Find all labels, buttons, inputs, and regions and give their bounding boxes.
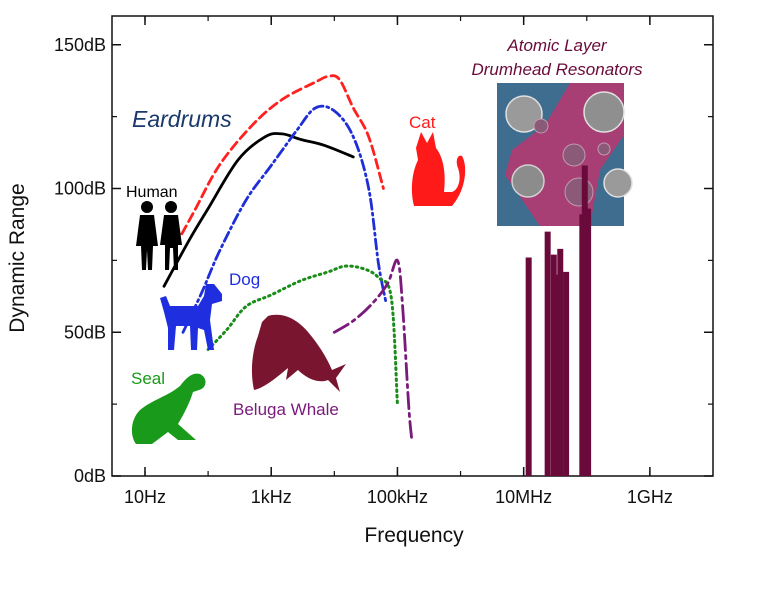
series-layer bbox=[162, 74, 414, 443]
x-tick-label: 10Hz bbox=[124, 487, 166, 507]
resonator-bar bbox=[557, 248, 564, 476]
resonator-bar bbox=[585, 208, 592, 476]
eardrums-label: Eardrums bbox=[132, 106, 232, 132]
resonator-bar bbox=[550, 254, 557, 476]
cat-label: Cat bbox=[409, 113, 436, 132]
y-axis-title: Dynamic Range bbox=[6, 183, 29, 332]
y-tick-label: 100dB bbox=[54, 179, 106, 199]
dog-label: Dog bbox=[229, 270, 260, 289]
axis-ticks: 10Hz 1kHz 100kHz 10MHz 1GHz 0dB 50dB 100dB 150dB bbox=[54, 16, 713, 507]
resonator-label-line1: Atomic Layer bbox=[506, 36, 608, 55]
cat-icon bbox=[411, 132, 466, 206]
human-icon bbox=[136, 201, 182, 270]
y-tick-label: 150dB bbox=[54, 35, 106, 55]
resonator-bar bbox=[563, 271, 570, 476]
beluga-label: Beluga Whale bbox=[233, 400, 339, 419]
seal-icon bbox=[131, 373, 206, 444]
resonator-label-line2: Drumhead Resonators bbox=[471, 60, 643, 79]
x-tick-label: 100kHz bbox=[367, 487, 428, 507]
series-line-human bbox=[162, 132, 355, 288]
x-tick-label: 1GHz bbox=[627, 487, 673, 507]
resonator-micrograph bbox=[497, 83, 633, 226]
resonator-bar bbox=[554, 274, 561, 476]
seal-label: Seal bbox=[131, 369, 165, 388]
x-tick-label: 1kHz bbox=[251, 487, 292, 507]
plot-frame bbox=[111, 15, 714, 477]
x-axis-title: Frequency bbox=[364, 524, 464, 547]
resonator-bar bbox=[581, 165, 588, 476]
series-line-beluga-whale bbox=[332, 258, 414, 443]
y-tick-label: 50dB bbox=[64, 322, 106, 342]
x-tick-label: 10MHz bbox=[495, 487, 552, 507]
dog-icon bbox=[160, 284, 222, 350]
beluga-whale-icon bbox=[251, 314, 346, 392]
resonator-bar bbox=[544, 231, 551, 476]
series-line-dog bbox=[181, 104, 387, 334]
series-line-cat bbox=[173, 74, 385, 248]
human-label: Human bbox=[126, 184, 178, 201]
bar-layer bbox=[525, 165, 592, 476]
y-tick-label: 0dB bbox=[74, 466, 106, 486]
resonator-bar bbox=[525, 257, 532, 476]
